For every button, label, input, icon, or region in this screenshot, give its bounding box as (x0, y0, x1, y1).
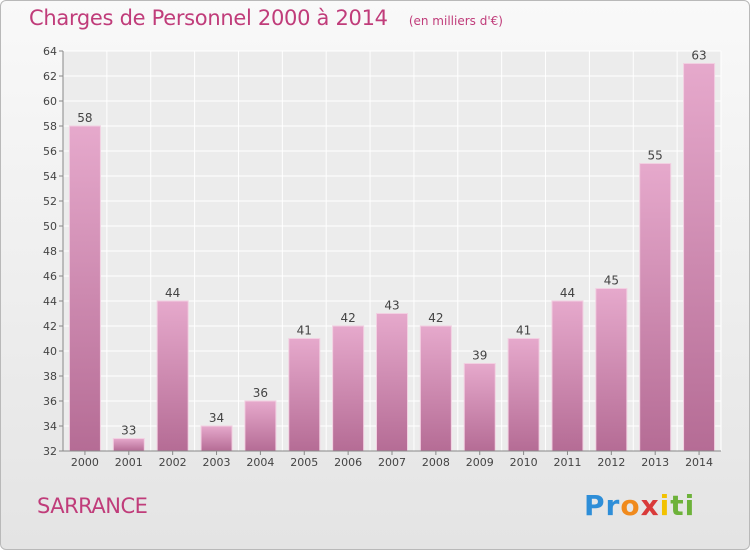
bar (244, 400, 277, 452)
y-tick-label: 34 (43, 420, 57, 433)
x-tick-label: 2008 (422, 456, 450, 469)
y-tick-label: 56 (43, 145, 57, 158)
data-label: 41 (516, 324, 531, 338)
y-tick-label: 52 (43, 195, 57, 208)
logo-part: ti (670, 489, 696, 522)
data-label: 43 (384, 299, 399, 313)
bar (376, 313, 408, 452)
y-tick-label: 32 (43, 445, 57, 458)
x-tick-label: 2002 (159, 456, 187, 469)
bar (463, 363, 496, 452)
x-tick-label: 2006 (334, 456, 362, 469)
data-label: 39 (472, 349, 487, 363)
bar (156, 300, 189, 452)
data-label: 63 (691, 49, 706, 63)
y-tick-label: 42 (43, 320, 57, 333)
y-tick-label: 60 (43, 95, 57, 108)
y-tick-label: 54 (43, 170, 57, 183)
x-tick-label: 2012 (597, 456, 625, 469)
x-tick-label: 2011 (553, 456, 581, 469)
x-tick-label: 2013 (641, 456, 669, 469)
chart-subtitle: (en milliers d'€) (408, 14, 503, 28)
bar-chart: 58 33 44 34 36 41 42 43 42 39 41 44 45 55 63 32 34 36 38 4… (43, 45, 722, 469)
x-tick-label: 2007 (378, 456, 406, 469)
y-tick-label: 40 (43, 345, 57, 358)
logo-part: i (659, 489, 671, 522)
data-label: 55 (648, 149, 663, 163)
x-tick-label: 2003 (203, 456, 231, 469)
bar (288, 338, 321, 452)
bars: 58 33 44 34 36 41 42 43 42 39 41 44 45 55 63 (68, 49, 716, 452)
x-tick-label: 2014 (685, 456, 713, 469)
y-tick-label: 38 (43, 370, 57, 383)
bar (112, 438, 145, 452)
y-tick-label: 64 (43, 45, 57, 58)
axes: 32 34 36 38 40 42 44 46 48 50 52 54 56 58 60 62 64 2000 20… (43, 45, 721, 469)
x-tick-label: 2005 (290, 456, 318, 469)
logo-part: o (620, 489, 641, 522)
data-label: 44 (560, 286, 575, 300)
y-tick-label: 58 (43, 120, 57, 133)
y-tick-label: 62 (43, 70, 57, 83)
bar (683, 63, 716, 452)
data-label: 41 (297, 324, 312, 338)
data-label: 58 (77, 111, 92, 125)
proxiti-logo[interactable]: Proxiti (584, 489, 695, 522)
y-tick-label: 46 (43, 270, 57, 283)
bar (551, 300, 584, 452)
commune-name: SARRANCE (37, 494, 148, 518)
x-tick-label: 2009 (466, 456, 494, 469)
bar (68, 125, 101, 452)
data-label: 42 (428, 311, 443, 325)
chart-title: Charges de Personnel 2000 à 2014 (29, 6, 388, 30)
data-label: 34 (209, 411, 224, 425)
data-label: 44 (165, 286, 180, 300)
bar (595, 288, 628, 452)
x-tick-label: 2010 (510, 456, 538, 469)
logo-part: Pr (584, 489, 621, 522)
bar (332, 325, 365, 452)
bar (507, 338, 540, 452)
x-tick-label: 2004 (246, 456, 274, 469)
bar (419, 325, 452, 452)
x-tick-label: 2000 (71, 456, 99, 469)
data-label: 36 (253, 386, 268, 400)
y-tick-label: 50 (43, 220, 57, 233)
title-row: Charges de Personnel 2000 à 2014 (en mil… (29, 6, 503, 30)
y-tick-label: 36 (43, 395, 57, 408)
x-tick-label: 2001 (115, 456, 143, 469)
bar (639, 163, 672, 452)
y-tick-label: 48 (43, 245, 57, 258)
data-label: 33 (121, 424, 136, 438)
data-label: 42 (340, 311, 355, 325)
logo-part: x (640, 489, 660, 522)
bar (200, 425, 233, 452)
y-tick-label: 44 (43, 295, 57, 308)
data-label: 45 (604, 274, 619, 288)
